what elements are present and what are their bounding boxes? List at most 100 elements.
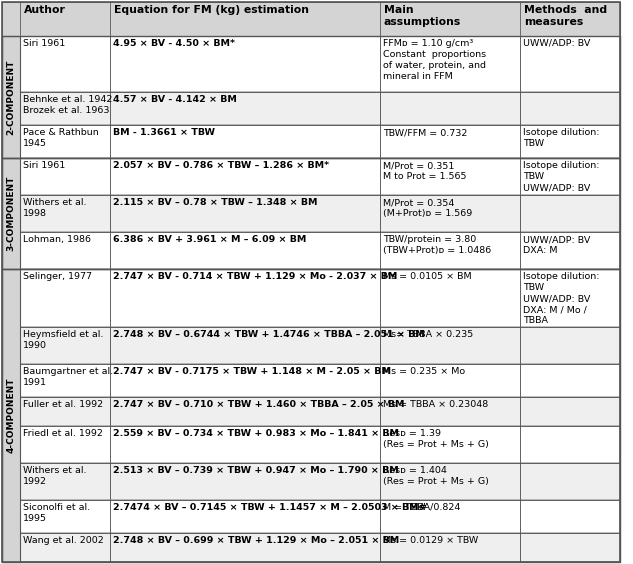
- Bar: [520, 533, 620, 562]
- Bar: [110, 158, 380, 195]
- Bar: [110, 463, 380, 500]
- Bar: [20, 397, 110, 426]
- Text: M = TBBA/0.824: M = TBBA/0.824: [383, 503, 460, 512]
- Bar: [20, 158, 110, 195]
- Bar: [110, 195, 380, 232]
- Bar: [20, 426, 110, 463]
- Bar: [20, 426, 620, 463]
- Bar: [2, 36, 20, 158]
- Bar: [380, 463, 520, 500]
- Text: Ms = 0.0129 × TBW: Ms = 0.0129 × TBW: [383, 536, 479, 545]
- Bar: [380, 232, 520, 269]
- Text: 2.748 × BV – 0.6744 × TBW + 1.4746 × TBBA – 2.051 × BM: 2.748 × BV – 0.6744 × TBW + 1.4746 × TBB…: [113, 330, 425, 339]
- Text: 2-COMPONENT: 2-COMPONENT: [6, 59, 15, 135]
- Text: Withers et al.
1992: Withers et al. 1992: [23, 466, 87, 486]
- Bar: [20, 125, 110, 158]
- Bar: [520, 125, 620, 158]
- Text: 4-COMPONENT: 4-COMPONENT: [6, 378, 15, 453]
- Text: Behnke et al. 1942
Brozek et al. 1963: Behnke et al. 1942 Brozek et al. 1963: [23, 95, 113, 116]
- Bar: [110, 269, 380, 327]
- Text: BM - 1.3661 × TBW: BM - 1.3661 × TBW: [113, 128, 215, 137]
- Text: M/Prot = 0.354
(M+Prot)ᴅ = 1.569: M/Prot = 0.354 (M+Prot)ᴅ = 1.569: [383, 198, 472, 218]
- Bar: [20, 269, 110, 327]
- Text: 6.386 × BV + 3.961 × M – 6.09 × BM: 6.386 × BV + 3.961 × M – 6.09 × BM: [113, 235, 306, 244]
- Text: Selinger, 1977: Selinger, 1977: [23, 272, 92, 281]
- Bar: [520, 397, 620, 426]
- Bar: [110, 426, 380, 463]
- Text: 2.057 × BV – 0.786 × TBW – 1.286 × BM*: 2.057 × BV – 0.786 × TBW – 1.286 × BM*: [113, 161, 329, 170]
- Bar: [380, 36, 520, 92]
- Text: Siri 1961: Siri 1961: [23, 39, 65, 48]
- Bar: [110, 533, 380, 562]
- Text: Isotope dilution:
TBW: Isotope dilution: TBW: [523, 128, 599, 148]
- Bar: [520, 426, 620, 463]
- Bar: [2, 158, 620, 269]
- Text: 3-COMPONENT: 3-COMPONENT: [6, 176, 15, 252]
- Bar: [380, 195, 520, 232]
- Text: 2.559 × BV – 0.734 × TBW + 0.983 × Mo – 1.841 × BM: 2.559 × BV – 0.734 × TBW + 0.983 × Mo – …: [113, 429, 399, 438]
- Text: UWW/ADP: BV: UWW/ADP: BV: [523, 39, 591, 48]
- Text: Withers et al.
1998: Withers et al. 1998: [23, 198, 87, 218]
- Bar: [520, 195, 620, 232]
- Bar: [20, 327, 620, 364]
- Bar: [520, 92, 620, 125]
- Text: 2.747 × BV - 0.7175 × TBW + 1.148 × M - 2.05 × BM: 2.747 × BV - 0.7175 × TBW + 1.148 × M - …: [113, 367, 391, 376]
- Bar: [20, 463, 110, 500]
- Bar: [2, 2, 620, 36]
- Bar: [20, 232, 110, 269]
- Bar: [20, 463, 620, 500]
- Text: Heymsfield et al.
1990: Heymsfield et al. 1990: [23, 330, 103, 350]
- Bar: [20, 36, 620, 92]
- Bar: [2, 158, 20, 269]
- Text: Baumgartner et al.
1991: Baumgartner et al. 1991: [23, 367, 113, 387]
- Bar: [380, 364, 520, 397]
- Bar: [2, 2, 20, 36]
- Bar: [110, 125, 380, 158]
- Bar: [20, 500, 110, 533]
- Bar: [20, 364, 110, 397]
- Bar: [20, 2, 110, 36]
- Text: Methods  and
measures: Methods and measures: [524, 5, 607, 28]
- Bar: [20, 327, 110, 364]
- Bar: [110, 327, 380, 364]
- Bar: [520, 158, 620, 195]
- Bar: [110, 364, 380, 397]
- Bar: [2, 269, 620, 562]
- Bar: [20, 92, 620, 125]
- Text: 2.747 × BV – 0.710 × TBW + 1.460 × TBBA – 2.05 × BM: 2.747 × BV – 0.710 × TBW + 1.460 × TBBA …: [113, 400, 404, 409]
- Bar: [520, 500, 620, 533]
- Text: Siconolfi et al.
1995: Siconolfi et al. 1995: [23, 503, 90, 523]
- Text: 2.115 × BV – 0.78 × TBW – 1.348 × BM: 2.115 × BV – 0.78 × TBW – 1.348 × BM: [113, 198, 318, 207]
- Bar: [380, 327, 520, 364]
- Bar: [520, 2, 620, 36]
- Bar: [380, 2, 520, 36]
- Bar: [380, 397, 520, 426]
- Bar: [520, 364, 620, 397]
- Bar: [20, 500, 620, 533]
- Bar: [520, 463, 620, 500]
- Bar: [380, 92, 520, 125]
- Bar: [380, 125, 520, 158]
- Text: Siri 1961: Siri 1961: [23, 161, 65, 170]
- Text: 4.95 × BV - 4.50 × BM*: 4.95 × BV - 4.50 × BM*: [113, 39, 235, 48]
- Text: M/Prot = 0.351
M to Prot = 1.565: M/Prot = 0.351 M to Prot = 1.565: [383, 161, 467, 182]
- Bar: [380, 426, 520, 463]
- Text: Equation for FM (kg) estimation: Equation for FM (kg) estimation: [114, 5, 309, 15]
- Text: Resᴅ = 1.39
(Res = Prot + Ms + G): Resᴅ = 1.39 (Res = Prot + Ms + G): [383, 429, 489, 449]
- Bar: [520, 269, 620, 327]
- Bar: [110, 92, 380, 125]
- Text: Fuller et al. 1992: Fuller et al. 1992: [23, 400, 103, 409]
- Text: Isotope dilution:
TBW
UWW/ADP: BV
DXA: M / Mo /
TBBA: Isotope dilution: TBW UWW/ADP: BV DXA: M…: [523, 272, 599, 325]
- Text: 2.747 × BV - 0.714 × TBW + 1.129 × Mo - 2.037 × BM: 2.747 × BV - 0.714 × TBW + 1.129 × Mo - …: [113, 272, 398, 281]
- Text: Ms = 0.0105 × BM: Ms = 0.0105 × BM: [383, 272, 472, 281]
- Text: TBW/FFM = 0.732: TBW/FFM = 0.732: [383, 128, 467, 137]
- Text: Resᴅ = 1.404
(Res = Prot + Ms + G): Resᴅ = 1.404 (Res = Prot + Ms + G): [383, 466, 489, 486]
- Bar: [110, 232, 380, 269]
- Text: 2.7474 × BV – 0.7145 × TBW + 1.1457 × M – 2.0503 × BM#: 2.7474 × BV – 0.7145 × TBW + 1.1457 × M …: [113, 503, 427, 512]
- Bar: [20, 232, 620, 269]
- Bar: [520, 36, 620, 92]
- Bar: [20, 195, 620, 232]
- Text: Ms = 0.235 × Mo: Ms = 0.235 × Mo: [383, 367, 465, 376]
- Text: Pace & Rathbun
1945: Pace & Rathbun 1945: [23, 128, 99, 148]
- Text: Lohman, 1986: Lohman, 1986: [23, 235, 91, 244]
